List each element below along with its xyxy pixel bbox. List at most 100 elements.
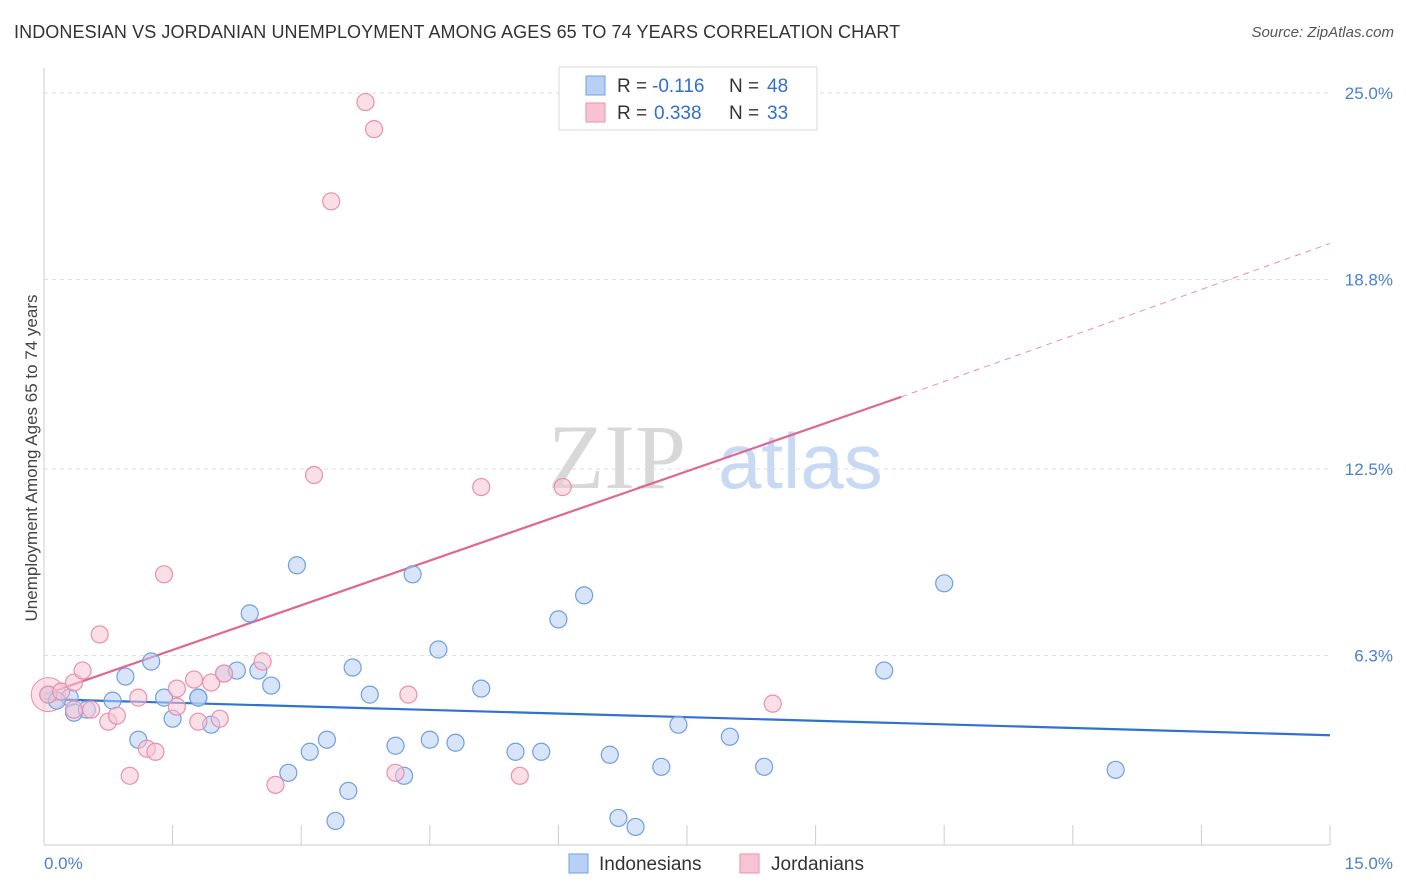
point-jordanians-24 [364, 120, 384, 139]
point-jordanians-14 [184, 670, 204, 689]
point-indonesians-22 [339, 781, 358, 800]
point-indonesians-45 [1106, 760, 1125, 779]
point-jordanians-29 [553, 477, 572, 497]
point-jordanians-12 [154, 565, 174, 584]
bottom-legend-label-indonesians: Indonesians [599, 854, 701, 875]
point-indonesians-38 [626, 817, 645, 837]
point-indonesians-25 [386, 736, 405, 755]
trend-line-jordanians-extension [901, 242, 1331, 398]
point-jordanians-4 [82, 700, 101, 719]
bottom-legend-swatch-indonesians [568, 853, 589, 874]
point-jordanians-25 [386, 763, 405, 782]
watermark-zip: ZIP [548, 406, 686, 508]
x-tick-label-1: 15.0% [1345, 854, 1393, 873]
point-jordanians-1 [52, 682, 71, 701]
gridlines [44, 92, 1330, 657]
y-tick-label-2: 18.8% [1345, 271, 1393, 290]
point-indonesians-47 [189, 688, 208, 707]
point-jordanians-23 [356, 92, 375, 112]
chart-source: Source: ZipAtlas.com [1251, 24, 1394, 41]
point-indonesians-7 [142, 652, 161, 671]
point-indonesians-40 [669, 715, 688, 734]
watermark-atlas: atlas [718, 417, 883, 505]
point-jordanians-31 [64, 700, 84, 719]
point-jordanians-21 [304, 465, 324, 485]
bottom-legend-label-jordanians: Jordanians [771, 854, 864, 875]
bottom-legend: Indonesians Jordanians [568, 853, 864, 875]
y-tick-label-3: 25.0% [1345, 84, 1393, 103]
point-jordanians-7 [107, 706, 126, 725]
legend-r-label-indonesians: R = [617, 76, 647, 97]
point-indonesians-42 [755, 757, 774, 776]
point-jordanians-28 [510, 766, 529, 785]
bottom-legend-swatch-jordanians [739, 853, 760, 874]
y-tick-label-0: 6.3% [1354, 647, 1393, 666]
axes [43, 68, 1331, 846]
point-jordanians-18 [214, 664, 234, 683]
point-indonesians-33 [532, 742, 551, 761]
point-indonesians-41 [720, 727, 739, 746]
point-jordanians-19 [253, 652, 272, 671]
point-indonesians-14 [240, 604, 259, 623]
point-jordanians-20 [266, 775, 285, 794]
point-jordanians-22 [322, 192, 341, 211]
tick-labels: 6.3% 12.5% 18.8% 25.0% 0.0% 15.0% [44, 84, 1393, 873]
point-jordanians-30 [763, 694, 782, 713]
point-indonesians-19 [300, 742, 319, 761]
point-indonesians-43 [875, 661, 894, 680]
legend-r-label-jordanians: R = [617, 103, 647, 124]
legend-swatch-indonesians [585, 75, 606, 96]
point-indonesians-35 [575, 586, 594, 605]
point-indonesians-16 [262, 676, 281, 695]
point-indonesians-21 [326, 811, 345, 831]
legend: R = -0.116 N = 48 R = 0.338 N = 33 [558, 66, 818, 131]
point-jordanians-17 [210, 709, 229, 728]
trend-lines [43, 242, 1331, 737]
point-indonesians-5 [116, 667, 135, 686]
point-indonesians-4 [103, 691, 122, 710]
legend-n-label-jordanians: N = [729, 103, 759, 124]
x-tick-label-0: 0.0% [44, 854, 83, 873]
chart-title: INDONESIAN VS JORDANIAN UNEMPLOYMENT AMO… [14, 22, 901, 42]
point-indonesians-31 [472, 679, 491, 698]
y-axis-label-group: Unemployment Among Ages 65 to 74 years [22, 295, 41, 622]
legend-n-label-indonesians: N = [729, 76, 759, 97]
legend-r-value-jordanians: 0.338 [654, 103, 702, 124]
legend-swatch-jordanians [585, 102, 606, 123]
point-indonesians-37 [609, 808, 628, 828]
point-indonesians-36 [600, 745, 619, 764]
point-indonesians-24 [360, 685, 379, 704]
trend-line-indonesians [43, 698, 1331, 737]
point-jordanians-16 [202, 673, 221, 692]
point-jordanians-13 [167, 697, 186, 716]
point-indonesians-29 [429, 640, 448, 659]
point-indonesians-32 [506, 742, 525, 761]
point-jordanians-3 [73, 661, 92, 680]
point-jordanians-32 [167, 679, 186, 698]
point-jordanians-8 [120, 766, 139, 785]
legend-r-value-indonesians: -0.116 [652, 76, 704, 97]
point-jordanians-26 [399, 685, 418, 704]
point-indonesians-8 [154, 688, 174, 707]
point-jordanians-5 [90, 625, 109, 644]
point-jordanians-27 [472, 477, 491, 497]
point-jordanians-9 [129, 688, 148, 707]
point-jordanians-15 [189, 712, 208, 731]
point-indonesians-39 [652, 757, 671, 776]
legend-n-value-indonesians: 48 [767, 76, 788, 97]
point-indonesians-20 [317, 730, 337, 749]
point-indonesians-34 [549, 610, 568, 629]
data-points [30, 92, 1125, 837]
point-indonesians-44 [935, 574, 954, 593]
point-indonesians-23 [343, 658, 362, 677]
point-jordanians-11 [146, 742, 165, 761]
point-indonesians-17 [279, 763, 298, 782]
point-indonesians-18 [287, 556, 307, 575]
point-indonesians-27 [403, 565, 422, 584]
y-axis-label: Unemployment Among Ages 65 to 74 years [22, 295, 41, 622]
point-indonesians-30 [446, 733, 465, 752]
trend-line-jordanians [43, 395, 902, 696]
y-tick-label-1: 12.5% [1345, 460, 1393, 479]
